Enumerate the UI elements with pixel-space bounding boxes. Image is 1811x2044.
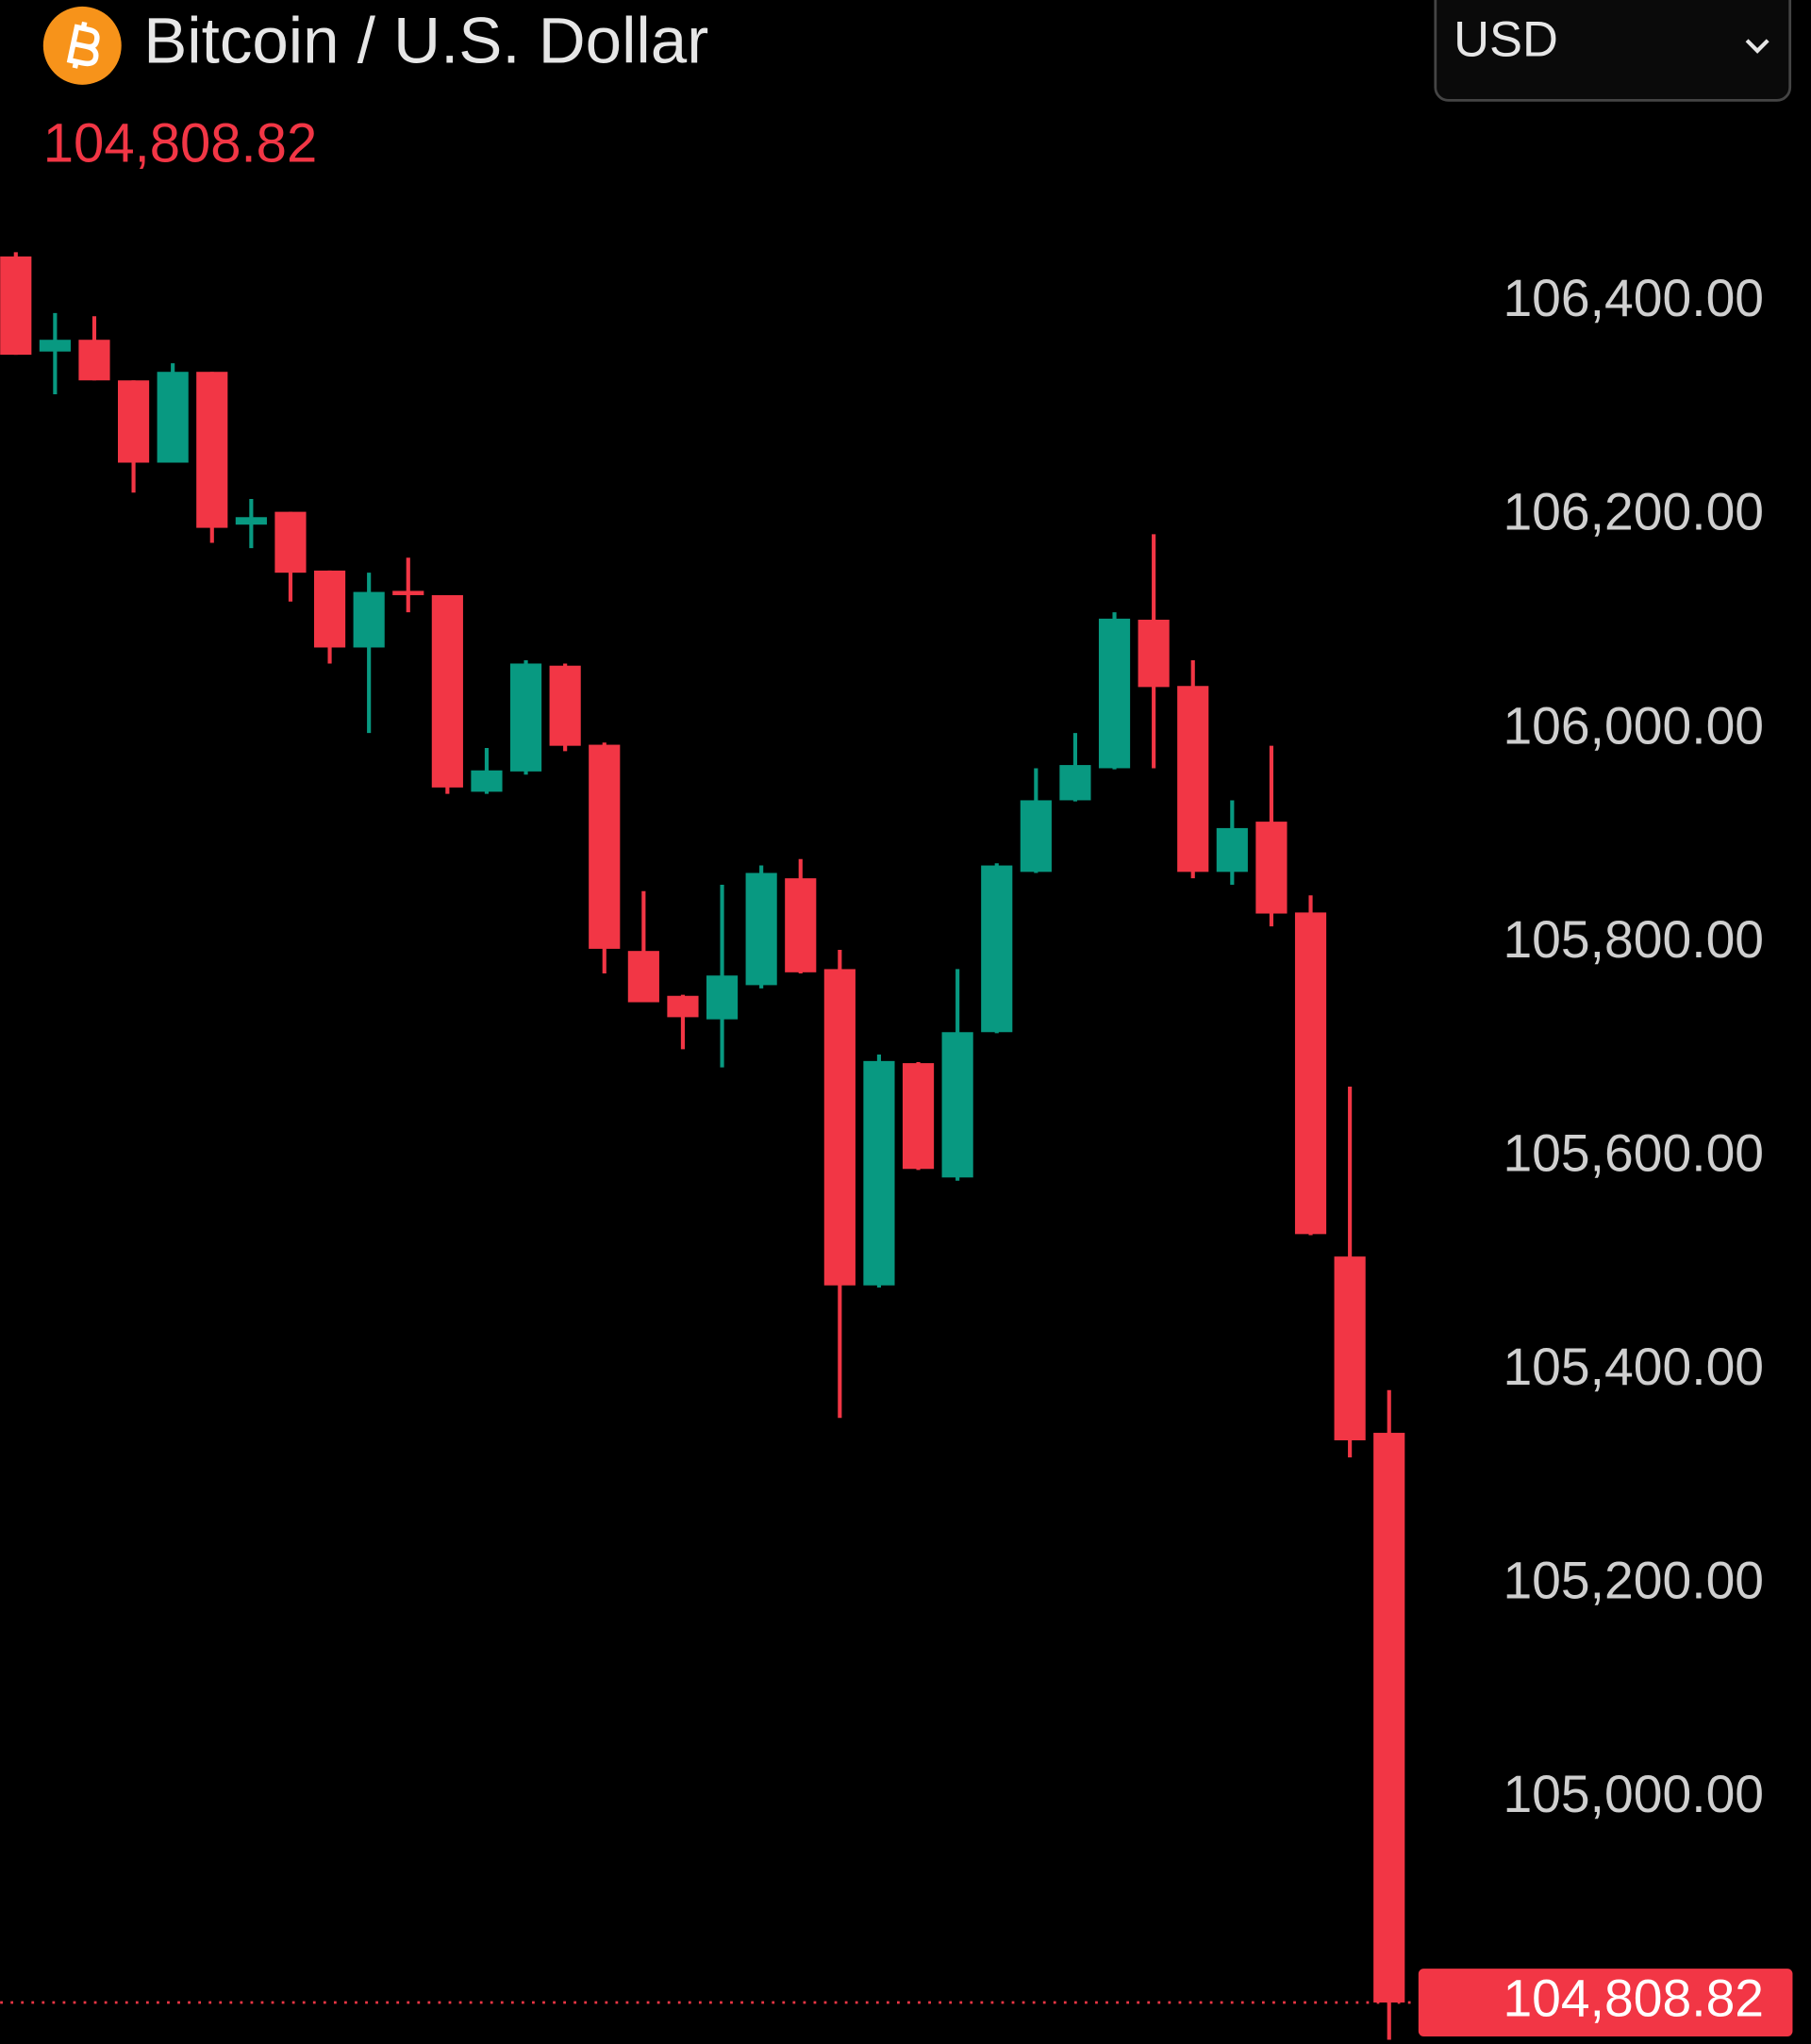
- candle-body: [589, 744, 621, 949]
- candle-body: [392, 590, 424, 595]
- candle-body: [863, 1060, 895, 1286]
- y-tick-label: 106,400.00: [1503, 269, 1764, 327]
- candle-body: [353, 591, 385, 648]
- candle-body: [1098, 618, 1131, 769]
- candle-body: [509, 663, 542, 772]
- y-tick-label: 106,200.00: [1503, 483, 1764, 541]
- candle-body: [39, 340, 71, 352]
- candle-body: [902, 1063, 935, 1170]
- candle-body: [627, 951, 659, 1003]
- dropdown-box[interactable]: [1434, 0, 1792, 102]
- chart-title: Bitcoin / U.S. Dollar: [143, 4, 708, 77]
- coin-symbol: [66, 21, 100, 69]
- candle-body: [78, 340, 110, 381]
- candle-body: [235, 517, 267, 525]
- candle-body: [431, 594, 463, 788]
- candle-body: [117, 380, 150, 463]
- header-price: 104,808.82: [43, 112, 317, 174]
- currency-dropdown[interactable]: USD: [1434, 0, 1792, 102]
- candle-body: [1020, 800, 1052, 872]
- candle-body: [471, 770, 503, 792]
- y-tick-label: 105,600.00: [1503, 1123, 1764, 1182]
- last-price-label: 104,808.82: [1503, 1969, 1764, 2028]
- y-tick-label: 105,000.00: [1503, 1765, 1764, 1823]
- candle-body: [1294, 912, 1327, 1235]
- candle-body: [0, 256, 32, 356]
- y-tick-label: 105,200.00: [1503, 1552, 1764, 1610]
- dropdown-label[interactable]: USD: [1454, 11, 1558, 67]
- candle-body: [981, 865, 1013, 1033]
- y-tick-label: 106,000.00: [1503, 696, 1764, 755]
- coin-icon: [42, 6, 122, 85]
- candle-body: [313, 570, 346, 648]
- candle-body: [1059, 765, 1091, 801]
- candle-body: [1177, 686, 1209, 872]
- y-tick-label: 105,800.00: [1503, 910, 1764, 969]
- candle-body: [157, 372, 189, 463]
- candle-body: [1334, 1256, 1366, 1440]
- candle-body: [1373, 1433, 1405, 2003]
- candle-body: [941, 1032, 973, 1178]
- candle-body: [667, 995, 699, 1018]
- y-tick-label: 105,400.00: [1503, 1338, 1764, 1396]
- candle-body: [823, 969, 856, 1286]
- candle-body: [1216, 827, 1248, 872]
- candle-body: [706, 975, 739, 1020]
- candle-body: [274, 511, 307, 573]
- dropdown-chevron[interactable]: [1745, 39, 1769, 54]
- candle-body: [785, 878, 817, 972]
- candle-body: [1138, 620, 1170, 688]
- candle-body: [196, 372, 228, 528]
- last-price-tag: [1418, 1969, 1793, 2036]
- candle-body: [1255, 822, 1288, 914]
- candle-body: [745, 872, 777, 986]
- candle-body: [549, 665, 581, 746]
